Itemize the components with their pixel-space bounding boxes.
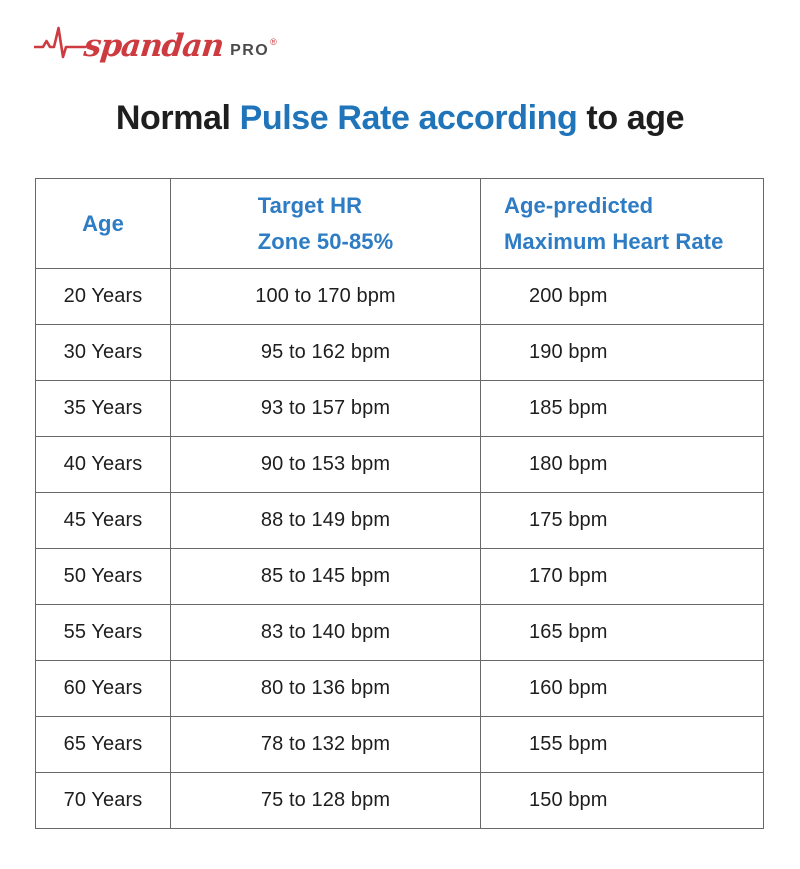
- title-post: to age: [586, 99, 685, 137]
- age-cell: 65 Years: [35, 716, 171, 773]
- age-cell: 60 Years: [35, 660, 171, 717]
- age-cell: 20 Years: [35, 268, 171, 325]
- target-hr-cell: 83 to 140 bpm: [170, 604, 481, 661]
- page-title: Normal Pulse Rate according to age: [0, 99, 800, 138]
- header-max-hr: Age-predicted Maximum Heart Rate: [480, 178, 764, 269]
- brand-name: spandan: [82, 28, 226, 64]
- table-row: 55 Years 83 to 140 bpm 165 bpm: [35, 604, 764, 661]
- table-row: 40 Years 90 to 153 bpm 180 bpm: [35, 436, 764, 493]
- pulse-rate-table: Age Target HR Zone 50-85% Age-predicted Ma…: [35, 178, 764, 829]
- age-cell: 70 Years: [35, 772, 171, 829]
- title-highlight: Pulse Rate according: [239, 99, 578, 137]
- max-hr-cell: 150 bpm: [480, 772, 764, 829]
- brand-logo: spandan PRO ®: [34, 24, 279, 64]
- target-hr-cell: 90 to 153 bpm: [170, 436, 481, 493]
- table-row: 60 Years 80 to 136 bpm 160 bpm: [35, 660, 764, 717]
- max-hr-cell: 200 bpm: [480, 268, 764, 325]
- max-hr-cell: 165 bpm: [480, 604, 764, 661]
- table-row: 30 Years 95 to 162 bpm 190 bpm: [35, 324, 764, 381]
- target-hr-cell: 95 to 162 bpm: [170, 324, 481, 381]
- table-row: 45 Years 88 to 149 bpm 175 bpm: [35, 492, 764, 549]
- header-target-line2: Zone 50-85%: [257, 228, 394, 254]
- age-cell: 50 Years: [35, 548, 171, 605]
- title-pre: Normal: [115, 99, 231, 137]
- max-hr-cell: 155 bpm: [480, 716, 764, 773]
- target-hr-cell: 93 to 157 bpm: [170, 380, 481, 437]
- table-row: 35 Years 93 to 157 bpm 185 bpm: [35, 380, 764, 437]
- header-target-hr: Target HR Zone 50-85%: [170, 178, 481, 269]
- target-hr-cell: 100 to 170 bpm: [170, 268, 481, 325]
- table-row: 50 Years 85 to 145 bpm 170 bpm: [35, 548, 764, 605]
- header-target-line1: Target HR: [257, 192, 363, 218]
- header-age: Age: [35, 178, 171, 269]
- age-cell: 55 Years: [35, 604, 171, 661]
- target-hr-cell: 80 to 136 bpm: [170, 660, 481, 717]
- target-hr-cell: 88 to 149 bpm: [170, 492, 481, 549]
- table-row: 20 Years 100 to 170 bpm 200 bpm: [35, 268, 764, 325]
- age-cell: 40 Years: [35, 436, 171, 493]
- registered-mark: ®: [270, 37, 279, 47]
- target-hr-cell: 75 to 128 bpm: [170, 772, 481, 829]
- max-hr-cell: 170 bpm: [480, 548, 764, 605]
- age-cell: 30 Years: [35, 324, 171, 381]
- max-hr-cell: 185 bpm: [480, 380, 764, 437]
- header-max-line1: Age-predicted: [504, 192, 654, 218]
- max-hr-cell: 180 bpm: [480, 436, 764, 493]
- age-cell: 45 Years: [35, 492, 171, 549]
- table-row: 65 Years 78 to 132 bpm 155 bpm: [35, 716, 764, 773]
- max-hr-cell: 160 bpm: [480, 660, 764, 717]
- target-hr-cell: 85 to 145 bpm: [170, 548, 481, 605]
- max-hr-cell: 190 bpm: [480, 324, 764, 381]
- brand-suffix: PRO ®: [230, 37, 279, 59]
- target-hr-cell: 78 to 132 bpm: [170, 716, 481, 773]
- header-max-line2: Maximum Heart Rate: [504, 228, 724, 254]
- max-hr-cell: 175 bpm: [480, 492, 764, 549]
- ecg-waveform-icon: [34, 26, 86, 59]
- age-cell: 35 Years: [35, 380, 171, 437]
- table-row: 70 Years 75 to 128 bpm 150 bpm: [35, 772, 764, 829]
- table-header-row: Age Target HR Zone 50-85% Age-predicted Ma…: [35, 178, 764, 269]
